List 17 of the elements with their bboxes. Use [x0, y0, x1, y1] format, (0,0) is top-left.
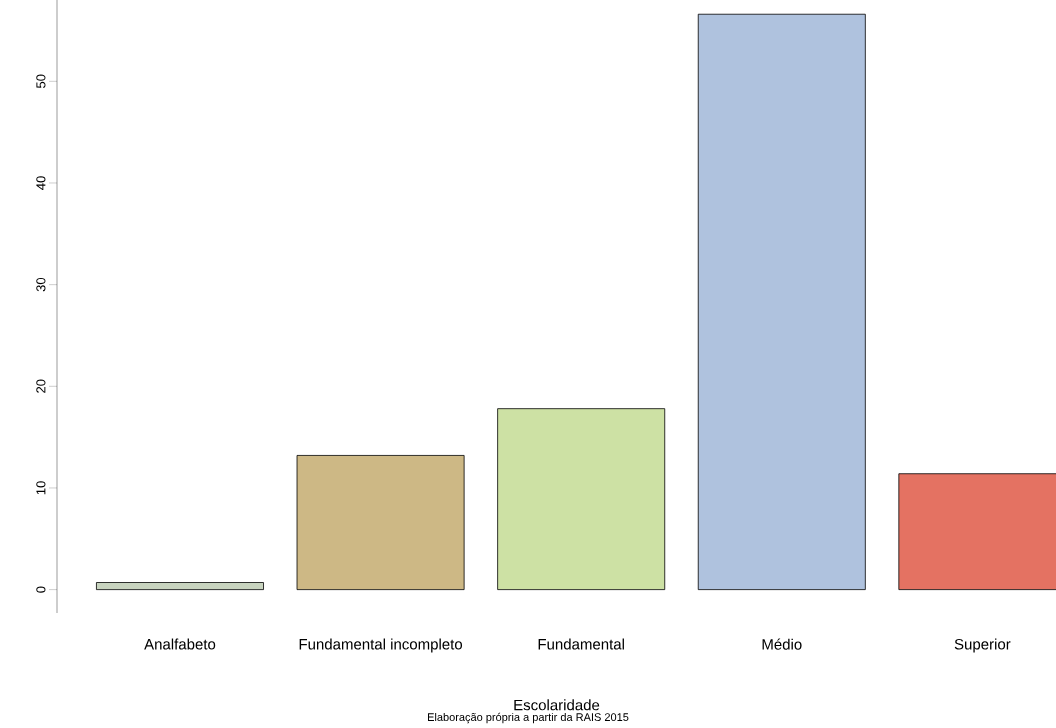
bar	[497, 408, 666, 591]
y-tick-label: 0	[36, 586, 46, 593]
x-tick-label: Superior	[954, 638, 1011, 653]
x-axis-title: Escolaridade	[514, 699, 600, 711]
y-tick-label: 30	[36, 277, 46, 292]
bar	[697, 13, 866, 591]
bar	[296, 455, 465, 591]
x-tick-label: Analfabeto	[144, 638, 216, 650]
y-tick-label: 10	[36, 481, 46, 495]
bar	[96, 582, 264, 591]
x-tick-label: Médio	[762, 638, 802, 650]
y-tick-label: 50	[36, 74, 46, 89]
text: Elaboração própria a partir da RAIS 2015	[428, 712, 629, 724]
y-tick-label: 20	[36, 379, 46, 393]
x-tick-label: Fundamental	[538, 638, 624, 650]
x-tick-label: Fundamental incompleto	[299, 638, 463, 653]
y-tick-label: 40	[36, 176, 46, 190]
